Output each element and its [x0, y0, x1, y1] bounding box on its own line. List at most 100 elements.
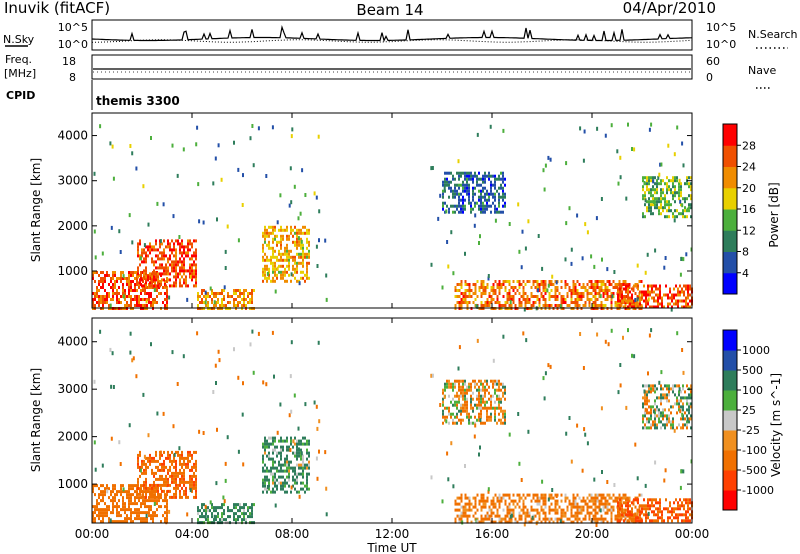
power-cell [116, 295, 118, 298]
power-cell [191, 245, 193, 249]
velocity-cell [570, 505, 573, 509]
velocity-cell [496, 394, 498, 398]
power-cell [235, 289, 237, 292]
power-cell [670, 203, 672, 207]
power-cell [690, 185, 692, 189]
velocity-cell [458, 400, 460, 404]
colorbar-segment [723, 330, 737, 351]
power-cell [468, 201, 470, 205]
power-cell [687, 290, 689, 294]
velocity-cell [682, 396, 684, 400]
velocity-cell [158, 499, 160, 503]
power-cell [118, 286, 120, 289]
power-cell [173, 275, 175, 279]
power-cell [502, 171, 504, 175]
velocity-cell [687, 504, 689, 508]
velocity-cell [524, 505, 527, 509]
power-cell [444, 171, 446, 175]
power-cell [662, 179, 664, 183]
velocity-cell [634, 505, 637, 509]
velocity-cell [145, 513, 148, 518]
velocity-cell [650, 387, 652, 391]
colorbar-tick-label: 500 [742, 364, 763, 377]
velocity-cell [306, 442, 308, 446]
power-cell [460, 283, 463, 286]
power-cell [492, 174, 494, 178]
velocity-cell [203, 503, 205, 507]
velocity-cell [677, 516, 679, 520]
velocity-cell [492, 505, 495, 509]
velocity-cell [464, 397, 466, 401]
velocity-cell [606, 508, 609, 512]
power-cell [278, 264, 280, 268]
power-cell [114, 280, 116, 283]
power-cell [204, 300, 207, 305]
velocity-cell [205, 512, 207, 516]
velocity-cell [175, 486, 177, 490]
velocity-cell [584, 514, 587, 518]
power-cell [662, 188, 664, 192]
power-cell [229, 295, 231, 298]
power-cell [155, 248, 157, 252]
power-cell [439, 193, 442, 198]
power-cell [169, 263, 171, 267]
velocity-cell [128, 502, 130, 506]
power-cell [537, 234, 540, 238]
velocity-cell [177, 471, 179, 475]
velocity-cell [570, 520, 573, 524]
velocity-cell [496, 496, 499, 500]
velocity-cell [540, 496, 543, 500]
velocity-cell [488, 415, 490, 419]
power-cell [486, 298, 489, 301]
velocity-cell [187, 462, 189, 466]
power-cell [136, 298, 138, 301]
velocity-cell [139, 453, 141, 457]
velocity-cell [518, 496, 521, 500]
power-cell [646, 176, 648, 180]
velocity-cell [185, 486, 187, 490]
velocity-cell [627, 501, 629, 505]
velocity-cell [474, 379, 476, 383]
velocity-cell [514, 505, 517, 509]
velocity-cell [656, 426, 658, 430]
velocity-cell [686, 399, 688, 403]
velocity-cell [586, 502, 589, 506]
velocity-cell [682, 402, 684, 406]
power-cell [286, 246, 288, 250]
velocity-cell [494, 418, 496, 422]
velocity-cell [490, 511, 493, 515]
velocity-cell [186, 512, 189, 517]
velocity-cell [648, 411, 650, 415]
velocity-cell [189, 459, 191, 463]
velocity-cell [689, 513, 691, 517]
velocity-cell [129, 331, 132, 336]
power-cell [462, 204, 464, 208]
power-cell [98, 289, 100, 292]
velocity-cell [639, 516, 641, 520]
velocity-cell [574, 514, 577, 518]
power-cell [147, 275, 149, 279]
velocity-cell [648, 387, 650, 391]
power-cell [536, 295, 539, 298]
power-cell [542, 298, 545, 301]
power-cell [643, 293, 645, 297]
power-cell [241, 292, 243, 295]
velocity-cell [500, 388, 502, 392]
power-cell [656, 182, 658, 186]
power-cell [164, 286, 166, 289]
power-cell [161, 278, 163, 282]
velocity-cell [460, 412, 462, 416]
power-cell [687, 284, 689, 288]
power-cell [498, 192, 500, 196]
velocity-cell [245, 503, 247, 507]
velocity-cell [659, 510, 661, 514]
velocity-cell [104, 514, 106, 518]
power-cell [140, 298, 142, 301]
velocity-cell [619, 498, 621, 502]
velocity-cell [94, 520, 96, 524]
power-cell [596, 292, 599, 295]
velocity-cell [450, 400, 452, 404]
power-cell [508, 292, 511, 295]
velocity-cell [130, 514, 132, 518]
